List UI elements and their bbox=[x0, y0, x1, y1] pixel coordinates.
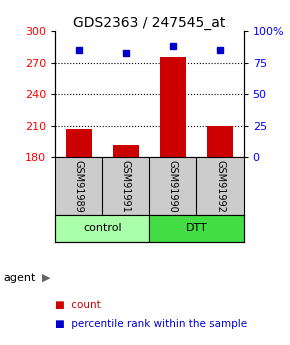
Text: ■  count: ■ count bbox=[55, 300, 101, 310]
Text: GSM91992: GSM91992 bbox=[215, 160, 225, 213]
Text: DTT: DTT bbox=[186, 223, 207, 233]
Text: agent: agent bbox=[3, 273, 35, 283]
Text: GSM91989: GSM91989 bbox=[74, 160, 84, 213]
Text: control: control bbox=[83, 223, 122, 233]
Text: ■  percentile rank within the sample: ■ percentile rank within the sample bbox=[55, 319, 247, 329]
Bar bbox=[149, 215, 244, 242]
Text: GSM91991: GSM91991 bbox=[121, 160, 131, 213]
Bar bbox=[160, 57, 186, 157]
Bar bbox=[207, 126, 233, 157]
Bar bbox=[113, 145, 139, 157]
Text: GSM91990: GSM91990 bbox=[168, 160, 178, 213]
Bar bbox=[55, 215, 149, 242]
Text: ▶: ▶ bbox=[42, 273, 50, 283]
Bar bbox=[66, 129, 92, 157]
Title: GDS2363 / 247545_at: GDS2363 / 247545_at bbox=[73, 16, 226, 30]
